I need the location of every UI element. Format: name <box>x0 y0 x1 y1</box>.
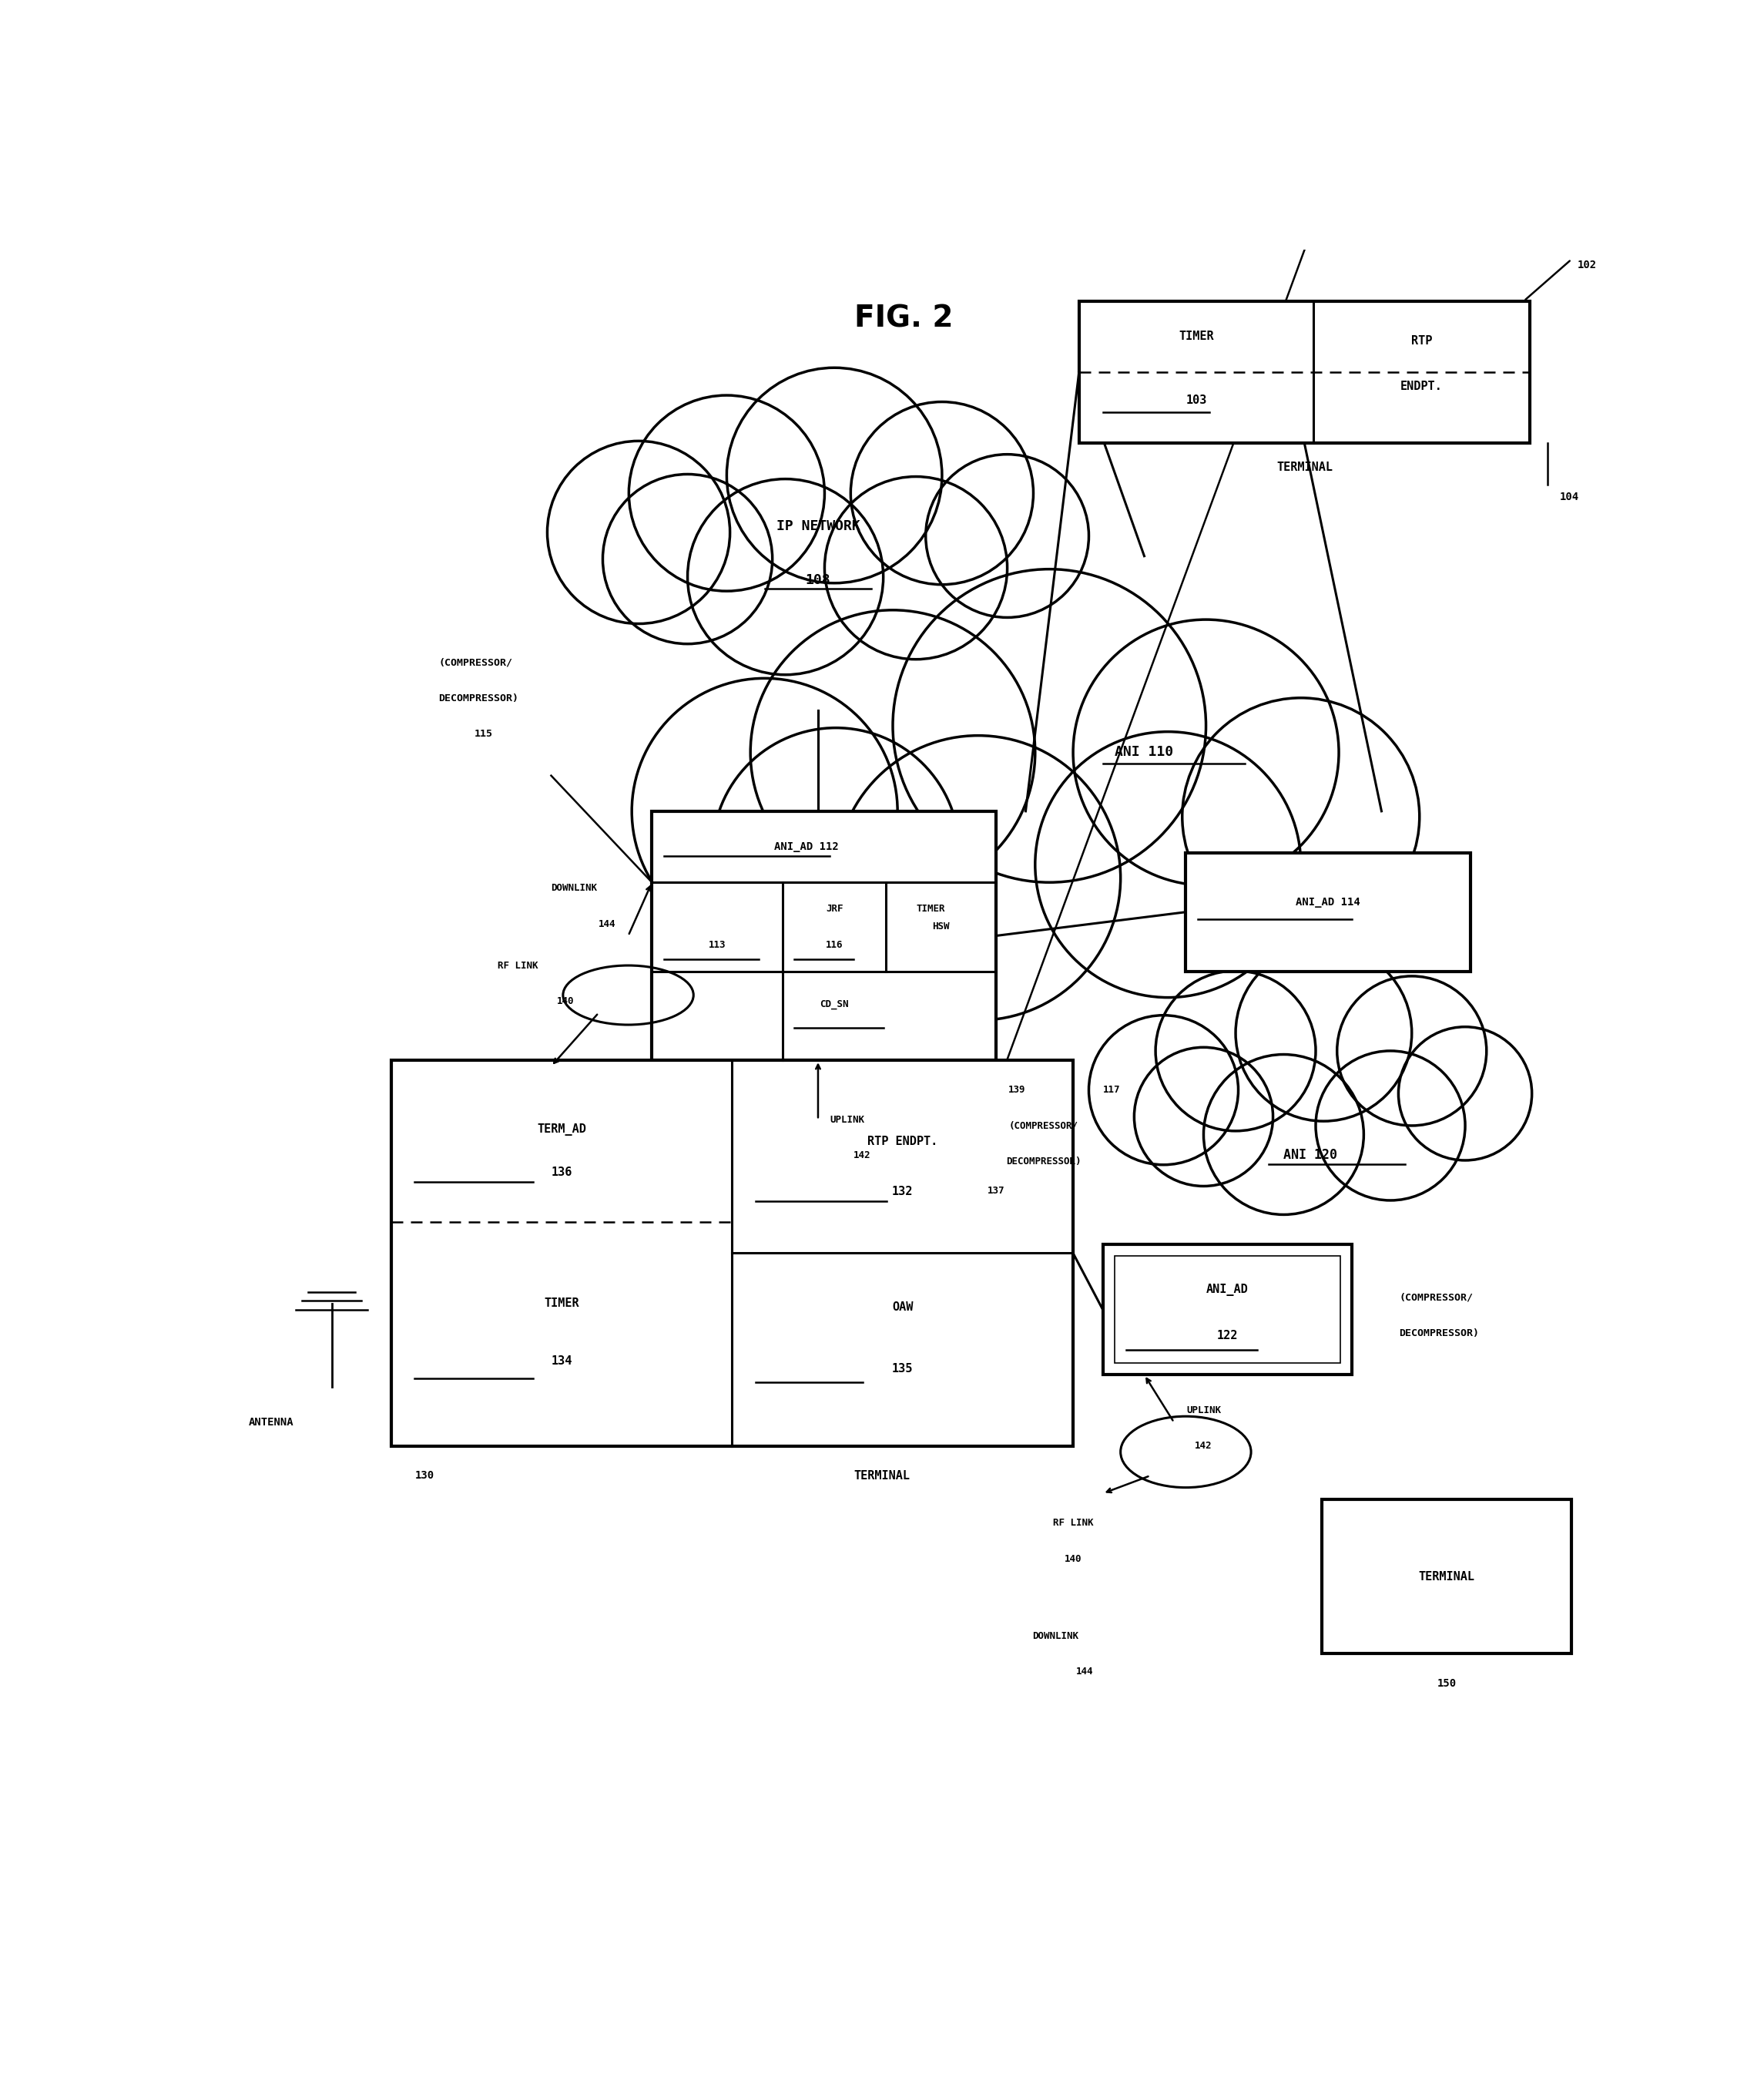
Circle shape <box>1182 698 1420 935</box>
Text: ANTENNA: ANTENNA <box>249 1417 295 1428</box>
Text: 142: 142 <box>1194 1440 1212 1450</box>
Circle shape <box>1399 1027 1531 1160</box>
Circle shape <box>893 569 1207 883</box>
Circle shape <box>1235 945 1411 1122</box>
Circle shape <box>850 401 1034 584</box>
Text: ANI_AD: ANI_AD <box>1207 1284 1249 1297</box>
Circle shape <box>824 476 1007 659</box>
Text: 140: 140 <box>1064 1554 1081 1565</box>
Text: DECOMPRESSOR): DECOMPRESSOR) <box>1399 1328 1480 1338</box>
Bar <box>1115 1255 1341 1363</box>
Text: TIMER: TIMER <box>1178 330 1214 343</box>
Text: 117: 117 <box>1102 1085 1120 1095</box>
Text: 104: 104 <box>1559 490 1579 503</box>
Circle shape <box>926 455 1088 617</box>
Text: TIMER: TIMER <box>917 904 946 914</box>
Text: 150: 150 <box>1438 1677 1457 1689</box>
Text: ENDPT.: ENDPT. <box>1401 380 1443 393</box>
Text: TIMER: TIMER <box>543 1297 579 1309</box>
Text: 115: 115 <box>475 729 492 740</box>
Circle shape <box>688 478 884 675</box>
Text: 102: 102 <box>1577 260 1596 270</box>
Text: 135: 135 <box>893 1363 914 1376</box>
Text: 136: 136 <box>550 1166 572 1178</box>
Bar <box>1185 852 1471 970</box>
Text: TERMINAL: TERMINAL <box>1277 461 1332 474</box>
Text: FIG. 2: FIG. 2 <box>854 303 954 332</box>
Circle shape <box>727 368 942 584</box>
Text: CD_SN: CD_SN <box>820 1000 848 1010</box>
Circle shape <box>1337 977 1487 1126</box>
Bar <box>392 1060 1073 1446</box>
Text: ANI_AD 114: ANI_AD 114 <box>1297 898 1360 908</box>
Text: RF LINK: RF LINK <box>497 960 538 970</box>
Circle shape <box>547 441 730 623</box>
Text: RTP: RTP <box>1411 335 1432 347</box>
Circle shape <box>1203 1054 1364 1216</box>
Text: RTP ENDPT.: RTP ENDPT. <box>868 1135 938 1147</box>
Text: 132: 132 <box>893 1187 914 1197</box>
Text: 137: 137 <box>988 1187 1005 1197</box>
Text: 116: 116 <box>826 939 843 950</box>
Text: UPLINK: UPLINK <box>829 1114 864 1124</box>
Circle shape <box>1035 731 1300 997</box>
Text: 130: 130 <box>415 1471 434 1482</box>
Bar <box>1080 301 1529 443</box>
Circle shape <box>836 736 1120 1020</box>
Text: ANI 110: ANI 110 <box>1115 744 1173 758</box>
Text: 134: 134 <box>550 1355 572 1367</box>
Text: OAW: OAW <box>893 1301 914 1313</box>
Circle shape <box>1073 619 1339 885</box>
Bar <box>653 810 997 1060</box>
Text: ANI 120: ANI 120 <box>1284 1149 1337 1162</box>
Text: 144: 144 <box>598 918 616 929</box>
Text: 140: 140 <box>557 995 575 1006</box>
Text: 113: 113 <box>709 939 727 950</box>
Bar <box>1323 1500 1572 1654</box>
Circle shape <box>750 611 1035 896</box>
Circle shape <box>1088 1016 1238 1166</box>
Text: (COMPRESSOR/: (COMPRESSOR/ <box>1009 1120 1078 1130</box>
Text: RF LINK: RF LINK <box>1053 1519 1094 1527</box>
Circle shape <box>1134 1047 1274 1187</box>
Text: IP NETWORK: IP NETWORK <box>776 520 859 534</box>
Text: TERMINAL: TERMINAL <box>1418 1571 1475 1581</box>
Text: DOWNLINK: DOWNLINK <box>550 883 598 894</box>
Text: (COMPRESSOR/: (COMPRESSOR/ <box>439 659 512 667</box>
Text: DOWNLINK: DOWNLINK <box>1032 1631 1078 1642</box>
Text: 142: 142 <box>854 1151 871 1160</box>
Text: UPLINK: UPLINK <box>1185 1405 1221 1415</box>
Circle shape <box>1155 970 1316 1130</box>
Circle shape <box>603 474 773 644</box>
Bar <box>1102 1245 1351 1376</box>
Text: JRF: JRF <box>826 904 843 914</box>
Text: TERM_AD: TERM_AD <box>536 1124 586 1137</box>
Text: 144: 144 <box>1076 1667 1094 1677</box>
Text: 122: 122 <box>1217 1330 1238 1342</box>
Text: DECOMPRESSOR): DECOMPRESSOR) <box>439 694 519 704</box>
Circle shape <box>1316 1051 1466 1201</box>
Text: 108: 108 <box>806 574 831 586</box>
Circle shape <box>628 395 824 590</box>
Text: DECOMPRESSOR): DECOMPRESSOR) <box>1005 1155 1081 1166</box>
Text: ANI_AD 112: ANI_AD 112 <box>774 842 840 852</box>
Text: 103: 103 <box>1185 395 1207 407</box>
Text: TERMINAL: TERMINAL <box>854 1469 910 1482</box>
Circle shape <box>632 677 898 943</box>
Text: HSW: HSW <box>933 923 949 931</box>
Text: 139: 139 <box>1007 1085 1025 1095</box>
Circle shape <box>713 727 960 975</box>
Text: (COMPRESSOR/: (COMPRESSOR/ <box>1399 1293 1473 1303</box>
